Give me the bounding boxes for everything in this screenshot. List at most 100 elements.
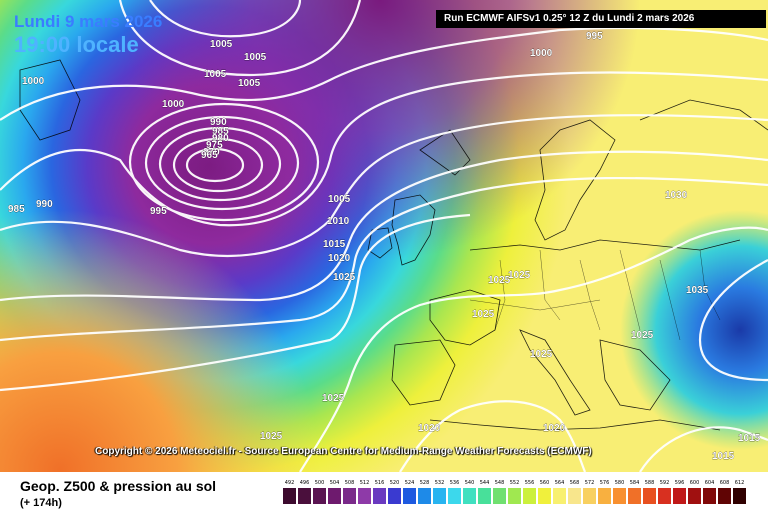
isobar-label: 975	[206, 140, 223, 151]
legend-label: 560	[539, 480, 550, 486]
legend-swatch	[508, 488, 521, 504]
legend-swatch	[298, 488, 311, 504]
legend-label: 500	[314, 480, 325, 486]
legend-label: 524	[404, 480, 415, 486]
legend-label: 544	[479, 480, 490, 486]
isobar-label: 1030	[665, 190, 688, 201]
isobar-label: 1015	[323, 239, 346, 250]
legend-swatch	[433, 488, 446, 504]
legend-swatch	[613, 488, 626, 504]
isobar-label: 1025	[508, 270, 531, 281]
legend-label: 604	[704, 480, 715, 486]
isobars	[0, 0, 768, 472]
legend-label: 568	[569, 480, 580, 486]
isobar-label: 1025	[488, 275, 511, 286]
isobar-label: 1005	[238, 78, 261, 89]
legend-swatch	[628, 488, 641, 504]
legend-label: 580	[614, 480, 625, 486]
isobar-label: 1020	[328, 253, 351, 264]
isobar-label: 1000	[530, 48, 553, 59]
isobar-label: 1005	[204, 69, 227, 80]
legend-swatch	[733, 488, 746, 504]
legend-swatch	[658, 488, 671, 504]
legend-label: 548	[494, 480, 505, 486]
legend-swatch	[328, 488, 341, 504]
isobar-label: 1005	[244, 52, 267, 63]
legend-swatch	[703, 488, 716, 504]
legend-swatch	[478, 488, 491, 504]
legend-label: 592	[659, 480, 670, 486]
forecast-lead-time: (+ 174h)	[20, 497, 62, 509]
isobar-label: 1025	[530, 349, 553, 360]
legend-swatch	[358, 488, 371, 504]
legend-label: 552	[509, 480, 520, 486]
isobar-label: 1000	[162, 99, 185, 110]
legend-label: 588	[644, 480, 655, 486]
isobar-label: 990	[36, 199, 53, 210]
isobar-label: 1020	[418, 423, 441, 434]
eastern-trough	[0, 0, 768, 472]
legend-label: 584	[629, 480, 640, 486]
isobar-label: 1025	[322, 393, 345, 404]
legend-swatch	[313, 488, 326, 504]
legend-label: 520	[389, 480, 400, 486]
legend-swatch	[448, 488, 461, 504]
legend-swatch	[568, 488, 581, 504]
isobar-label: 1025	[631, 330, 654, 341]
footer: Geop. Z500 & pression au sol (+ 174h) 49…	[0, 472, 768, 512]
legend-swatch	[538, 488, 551, 504]
legend-swatch	[283, 488, 296, 504]
isobar-label: 1015	[712, 451, 735, 462]
legend-label: 596	[674, 480, 685, 486]
legend-swatch	[598, 488, 611, 504]
isobar-labels: 995 1000 1005 1005 1005 1005 1000 1000 9…	[8, 31, 761, 462]
legend-label: 508	[344, 480, 355, 486]
isobar-label: 1035	[686, 285, 709, 296]
legend-swatch	[688, 488, 701, 504]
legend-swatch	[418, 488, 431, 504]
copyright-notice: Copyright © 2026 Meteociel.fr - Source E…	[95, 446, 592, 457]
isobar-label: 1020	[543, 423, 566, 434]
isobar-label: 1005	[210, 39, 233, 50]
isobar-label: 990	[210, 117, 227, 128]
isobar-label: 970	[203, 147, 220, 158]
isobar-label: 980	[212, 133, 229, 144]
isobar-label: 1025	[333, 272, 356, 283]
legend-swatch	[373, 488, 386, 504]
chart-title: Geop. Z500 & pression au sol	[20, 478, 217, 494]
weather-map: 995 1000 1005 1005 1005 1005 1000 1000 9…	[0, 0, 768, 472]
legend-swatch	[553, 488, 566, 504]
isobar-label: 995	[150, 206, 167, 217]
legend-label: 612	[734, 480, 745, 486]
legend-label: 576	[599, 480, 610, 486]
isobar-label: 995	[586, 31, 603, 42]
legend-label: 600	[689, 480, 700, 486]
legend-swatch	[523, 488, 536, 504]
model-run-info: Run ECMWF AIFSv1 0.25° 12 Z du Lundi 2 m…	[436, 10, 766, 28]
isobar-label: 1015	[738, 433, 761, 444]
legend-swatch	[388, 488, 401, 504]
isobar-label: 985	[8, 204, 25, 215]
color-legend: 492 496 500 504 508 512 516 520 524 528 532 536 540 5…	[283, 480, 751, 504]
legend-swatch	[583, 488, 596, 504]
forecast-time: 19:00 locale	[14, 32, 139, 57]
legend-label: 504	[329, 480, 340, 486]
legend-label: 556	[524, 480, 535, 486]
isobar-label: 1025	[472, 309, 495, 320]
legend-label: 496	[299, 480, 310, 486]
legend-label: 532	[434, 480, 445, 486]
coastlines	[19, 59, 768, 431]
legend-label: 564	[554, 480, 565, 486]
legend-swatch	[673, 488, 686, 504]
legend-swatch	[493, 488, 506, 504]
isobar-label: 1000	[22, 76, 45, 87]
legend-label: 540	[464, 480, 475, 486]
isobar-label: 985	[212, 126, 229, 137]
isobar-label: 965	[201, 150, 218, 161]
borders	[469, 249, 721, 341]
legend-label: 492	[284, 480, 295, 486]
legend-label: 536	[449, 480, 460, 486]
legend-label: 528	[419, 480, 430, 486]
isobar-label: 1010	[327, 216, 350, 227]
